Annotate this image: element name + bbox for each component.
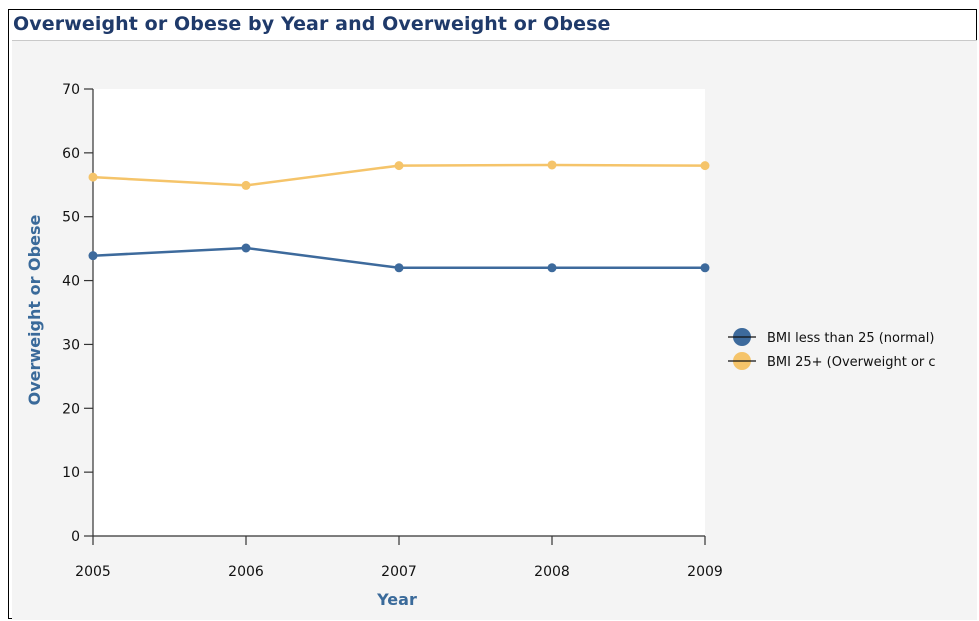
data-point[interactable] (241, 243, 251, 253)
x-tick-label: 2006 (228, 564, 264, 580)
y-tick-label: 40 (62, 274, 80, 290)
data-point[interactable] (394, 263, 404, 273)
data-point[interactable] (394, 161, 404, 171)
data-point[interactable] (547, 160, 557, 170)
y-tick-label: 50 (62, 210, 80, 226)
legend-item[interactable]: BMI 25+ (Overweight or c (728, 352, 936, 370)
x-tick-label: 2008 (534, 564, 570, 580)
y-tick-label: 20 (62, 401, 80, 417)
legend-label: BMI 25+ (Overweight or c (767, 355, 936, 370)
plot-area (93, 89, 705, 536)
legend-item[interactable]: BMI less than 25 (normal) (728, 328, 934, 346)
legend: BMI less than 25 (normal) BMI 25+ (Overwe… (728, 328, 936, 370)
y-axis-title: Overweight or Obese (25, 215, 44, 406)
y-tick-label: 30 (62, 337, 80, 353)
data-point[interactable] (88, 172, 98, 182)
chart-title: Overweight or Obese by Year and Overweig… (13, 13, 611, 35)
data-point[interactable] (547, 263, 557, 273)
y-tick-label: 10 (62, 465, 80, 481)
x-tick-label: 2007 (381, 564, 417, 580)
data-point[interactable] (88, 251, 98, 261)
series-layer (88, 160, 710, 273)
series-1 (88, 243, 710, 273)
x-tick-label: 2009 (687, 564, 723, 580)
y-tick-label: 60 (62, 146, 80, 162)
y-tick-label: 70 (62, 82, 80, 98)
legend-label: BMI less than 25 (normal) (767, 331, 934, 346)
x-tick-label: 2005 (75, 564, 111, 580)
y-tick-label: 0 (71, 529, 80, 545)
series-2 (88, 160, 710, 190)
axes: 0 10 20 30 40 50 60 70 2005 2006 2007 2008 2009 (62, 82, 723, 580)
data-point[interactable] (700, 161, 710, 171)
data-point[interactable] (241, 180, 251, 190)
x-axis-title: Year (376, 590, 417, 609)
data-point[interactable] (700, 263, 710, 273)
